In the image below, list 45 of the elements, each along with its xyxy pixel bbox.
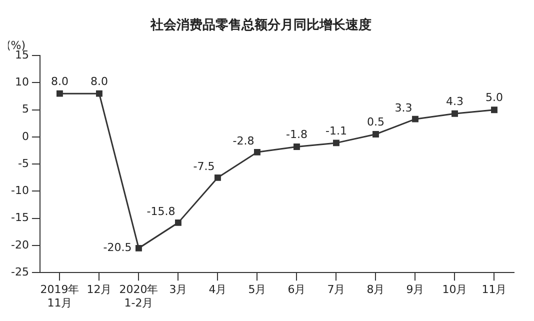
x-tick-label: 9月: [406, 283, 424, 296]
chart-title: 社会消费品零售总额分月同比增长速度: [150, 17, 372, 34]
data-label: 4.3: [446, 95, 464, 108]
x-tick-label: 10月: [442, 283, 468, 296]
x-tick-label: 2019年 11月: [40, 283, 80, 310]
y-tick-label: -25: [11, 265, 29, 278]
y-tick-label: -5: [18, 156, 29, 170]
point: [136, 244, 142, 252]
point: [254, 148, 260, 156]
data-label: -1.8: [286, 128, 308, 142]
x-tick-label: 7月: [327, 283, 346, 296]
data-label: -2.8: [232, 134, 254, 148]
data-label: 5.0: [486, 91, 503, 104]
x-tick-label: 8月: [366, 283, 385, 296]
point: [491, 106, 498, 114]
point: [372, 131, 379, 138]
point: [452, 110, 458, 117]
data-label: -7.5: [193, 160, 215, 174]
data-label: -1.1: [326, 124, 347, 138]
y-tick-label: -20: [11, 238, 29, 252]
point: [294, 144, 300, 150]
data-label: -15.8: [146, 205, 176, 218]
data-label: -20.5: [103, 241, 132, 254]
point: [96, 90, 102, 97]
data-label: 8.0: [50, 74, 68, 88]
point: [56, 90, 63, 97]
y-tick-label: 10: [14, 76, 29, 89]
x-tick-label: 3月: [169, 283, 188, 296]
y-tick-label: -10: [11, 184, 29, 198]
x-tick-label: 6月: [288, 283, 306, 296]
x-tick-label: 12月: [86, 283, 112, 296]
x-tick-label: 4月: [208, 283, 227, 296]
point: [412, 116, 418, 122]
data-label: 8.0: [90, 74, 108, 88]
x-tick-label: 2020年 1-2月: [119, 283, 158, 310]
y-tick-label: -15: [11, 211, 29, 224]
x-tick-label: 5月: [248, 283, 266, 296]
y-tick-label: 0: [22, 130, 29, 143]
x-tick-label: 11月: [482, 283, 507, 296]
data-label: 0.5: [366, 116, 384, 129]
point: [175, 219, 182, 226]
data-label: 3.3: [394, 101, 412, 114]
point: [333, 140, 340, 146]
y-tick-label: 5: [22, 102, 29, 116]
point: [214, 174, 221, 181]
